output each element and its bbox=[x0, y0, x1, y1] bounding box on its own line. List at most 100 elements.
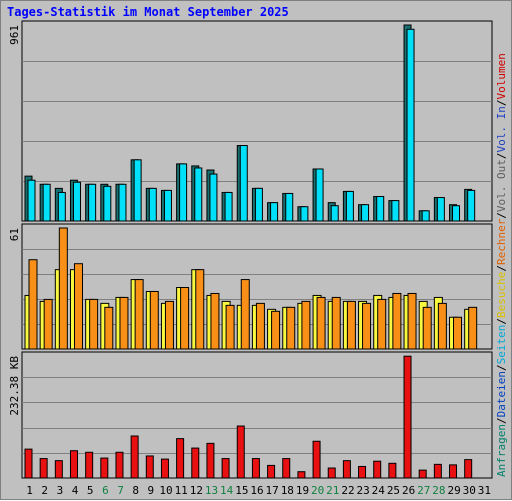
day-label: 8 bbox=[132, 484, 139, 497]
day-label: 14 bbox=[220, 484, 234, 497]
bar-volumen bbox=[69, 450, 78, 479]
bar-rechner bbox=[180, 287, 190, 350]
legend-entry: Vol. Out bbox=[495, 159, 508, 212]
bar-rechner bbox=[255, 302, 265, 350]
bar-dateien bbox=[118, 183, 127, 222]
bar-volumen bbox=[373, 460, 382, 479]
day-label: 27 bbox=[417, 484, 430, 497]
bar-volumen bbox=[327, 467, 336, 479]
bar-volumen bbox=[403, 355, 412, 479]
bar-dateien bbox=[179, 163, 188, 222]
bar-rechner bbox=[119, 296, 129, 350]
bar-volumen bbox=[464, 459, 473, 479]
bar-dateien bbox=[315, 168, 324, 222]
bar-rechner bbox=[164, 300, 174, 350]
bar-dateien bbox=[239, 145, 248, 222]
day-label: 1 bbox=[26, 484, 33, 497]
bar-dateien bbox=[72, 181, 81, 222]
day-label: 4 bbox=[72, 484, 79, 497]
bar-rechner bbox=[301, 300, 311, 350]
day-label: 18 bbox=[281, 484, 294, 497]
bar-rechner bbox=[437, 302, 447, 350]
bar-volumen bbox=[221, 458, 230, 479]
bar-dateien bbox=[194, 167, 203, 222]
bar-volumen bbox=[418, 469, 427, 479]
bar-volumen bbox=[312, 440, 321, 479]
scale-label-visits: 61 bbox=[8, 228, 21, 241]
bar-dateien bbox=[330, 205, 339, 222]
day-label: 22 bbox=[341, 484, 354, 497]
day-label: 31 bbox=[478, 484, 491, 497]
bar-rechner bbox=[28, 259, 38, 350]
day-label: 21 bbox=[326, 484, 339, 497]
bar-volumen bbox=[388, 462, 397, 479]
legend-entry: / bbox=[495, 318, 508, 325]
legend-entry: Vol. In bbox=[495, 106, 508, 152]
bar-dateien bbox=[148, 187, 157, 222]
bar-rechner bbox=[468, 306, 478, 350]
bar-rechner bbox=[210, 292, 220, 350]
bar-volumen bbox=[145, 455, 154, 479]
bar-volumen bbox=[282, 458, 291, 479]
scale-label-volume: 232.38 KB bbox=[8, 356, 21, 416]
bar-dateien bbox=[103, 185, 112, 222]
bar-dateien bbox=[57, 191, 66, 222]
day-label: 25 bbox=[387, 484, 400, 497]
bar-rechner bbox=[453, 316, 463, 350]
bar-volumen bbox=[24, 448, 33, 479]
bar-dateien bbox=[345, 190, 354, 222]
bar-dateien bbox=[285, 192, 294, 222]
legend-entry: / bbox=[495, 417, 508, 424]
bar-volumen bbox=[85, 451, 94, 479]
bar-volumen bbox=[160, 458, 169, 479]
legend-entry: Rechner bbox=[495, 218, 508, 265]
day-label: 7 bbox=[117, 484, 124, 497]
bar-dateien bbox=[27, 179, 36, 222]
day-label: 23 bbox=[357, 484, 370, 497]
bar-dateien bbox=[376, 196, 385, 222]
day-label: 5 bbox=[87, 484, 94, 497]
day-label: 10 bbox=[159, 484, 172, 497]
day-label: 19 bbox=[296, 484, 309, 497]
bar-dateien bbox=[406, 28, 415, 222]
bar-volumen bbox=[449, 464, 458, 479]
day-label: 13 bbox=[205, 484, 218, 497]
legend-entry: / bbox=[495, 212, 508, 219]
bar-rechner bbox=[149, 290, 159, 350]
day-label: 17 bbox=[266, 484, 279, 497]
bar-volumen bbox=[251, 458, 260, 479]
day-label: 12 bbox=[190, 484, 203, 497]
legend-entry: / bbox=[495, 265, 508, 272]
chart-title: Tages-Statistik im Monat September 2025 bbox=[7, 5, 289, 19]
bar-rechner bbox=[134, 279, 144, 350]
bar-rechner bbox=[58, 227, 68, 350]
bar-rechner bbox=[104, 306, 114, 350]
day-label: 6 bbox=[102, 484, 109, 497]
legend-entry: / bbox=[495, 152, 508, 159]
bar-dateien bbox=[452, 205, 461, 222]
bar-dateien bbox=[300, 206, 309, 222]
bar-rechner bbox=[407, 292, 417, 350]
bar-volumen bbox=[191, 447, 200, 479]
bar-volumen bbox=[297, 471, 306, 479]
bar-volumen bbox=[54, 460, 63, 479]
bar-rechner bbox=[392, 292, 402, 350]
bar-volumen bbox=[358, 465, 367, 479]
bar-rechner bbox=[271, 310, 281, 350]
bar-rechner bbox=[195, 269, 205, 350]
bar-dateien bbox=[42, 183, 51, 222]
legend-entry: Dateien bbox=[495, 371, 508, 417]
day-label: 24 bbox=[372, 484, 386, 497]
bar-dateien bbox=[270, 202, 279, 222]
legend-entry: Anfragen bbox=[495, 424, 508, 477]
bar-dateien bbox=[421, 210, 430, 222]
right-legend: Anfragen/Dateien/Seiten/Besuche/Rechner/… bbox=[495, 53, 508, 477]
bar-volumen bbox=[130, 435, 139, 479]
legend-entry: Seiten bbox=[495, 325, 508, 365]
legend-entry: Volumen bbox=[495, 53, 508, 99]
day-label: 11 bbox=[175, 484, 188, 497]
bar-rechner bbox=[362, 302, 372, 350]
bar-dateien bbox=[467, 189, 476, 222]
bar-volumen bbox=[206, 442, 215, 479]
